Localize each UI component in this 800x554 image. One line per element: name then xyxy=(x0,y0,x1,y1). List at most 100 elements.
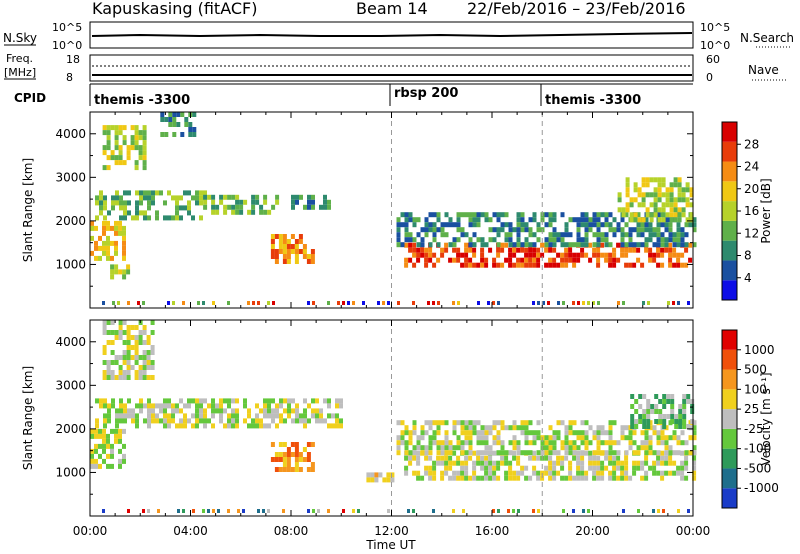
echo-cell xyxy=(404,222,409,228)
echo-cell xyxy=(653,197,658,203)
echo-cell xyxy=(102,150,107,156)
echo-cell xyxy=(98,443,102,449)
echo-cell xyxy=(227,301,230,305)
echo-cell xyxy=(106,235,110,241)
echo-cell xyxy=(298,457,303,462)
echo-cell xyxy=(682,399,687,404)
echo-cell xyxy=(396,227,401,233)
echo-cell xyxy=(452,460,457,466)
echo-cell xyxy=(302,457,307,462)
echo-cell xyxy=(106,320,111,325)
echo-cell xyxy=(147,418,151,424)
echo-cell xyxy=(183,413,187,419)
echo-cell xyxy=(544,440,549,446)
echo-cell xyxy=(408,440,413,446)
echo-cell xyxy=(416,435,421,441)
echo-cell xyxy=(118,463,122,469)
echo-cell xyxy=(319,418,323,424)
echo-cell xyxy=(291,418,295,424)
echo-cell xyxy=(420,475,425,481)
echo-cell xyxy=(436,217,441,223)
echo-cell xyxy=(231,204,236,210)
colorbar-swatch xyxy=(722,330,737,350)
echo-cell xyxy=(496,450,501,456)
echo-cell xyxy=(676,440,681,446)
echo-cell xyxy=(577,301,580,305)
echo-cell xyxy=(512,227,517,233)
echo-cell xyxy=(227,398,231,404)
echo-cell xyxy=(644,237,649,243)
echo-cell xyxy=(492,227,497,233)
echo-cell xyxy=(668,435,673,441)
echo-cell xyxy=(548,425,553,431)
echo-cell xyxy=(271,418,275,424)
echo-cell xyxy=(564,252,569,258)
echo-cell xyxy=(95,215,99,221)
echo-cell xyxy=(464,430,469,436)
echo-cell xyxy=(516,440,521,446)
echo-cell xyxy=(528,232,533,238)
echo-cell xyxy=(524,440,529,446)
echo-cell xyxy=(564,262,569,268)
echo-cell xyxy=(484,465,489,471)
echo-cell xyxy=(620,247,625,253)
echo-cell xyxy=(310,254,315,259)
echo-cell xyxy=(118,230,122,236)
echo-cell xyxy=(682,409,687,414)
echo-cell xyxy=(468,440,473,446)
echo-cell xyxy=(649,202,654,208)
echo-cell xyxy=(235,413,239,419)
echo-cell xyxy=(684,440,689,446)
echo-cell xyxy=(660,242,665,248)
echo-cell xyxy=(432,252,437,258)
echo-cell xyxy=(291,408,295,414)
echo-cell xyxy=(608,445,613,451)
echo-cell xyxy=(670,414,675,419)
echo-cell xyxy=(660,430,665,436)
echo-cell xyxy=(600,252,605,258)
echo-cell xyxy=(596,460,601,466)
echo-cell xyxy=(652,232,657,238)
echo-cell xyxy=(106,220,110,226)
echo-cell xyxy=(171,413,175,419)
echo-cell xyxy=(564,440,569,446)
echo-cell xyxy=(596,425,601,431)
echo-cell xyxy=(396,435,401,441)
echo-cell xyxy=(282,462,287,467)
echo-cell xyxy=(641,217,646,223)
echo-cell xyxy=(684,232,689,238)
echo-cell xyxy=(106,225,110,231)
echo-cell xyxy=(98,428,102,434)
echo-cell xyxy=(608,420,613,426)
echo-cell xyxy=(484,262,489,268)
nsky-tick-high: 10^5 xyxy=(52,21,82,34)
echo-cell xyxy=(448,475,453,481)
y-tick-label: 4000 xyxy=(55,335,86,349)
echo-cell xyxy=(488,445,493,451)
echo-cell xyxy=(270,254,275,259)
echo-cell xyxy=(307,301,310,305)
echo-cell xyxy=(528,217,533,223)
echo-cell xyxy=(259,418,263,424)
echo-cell xyxy=(528,262,533,268)
echo-cell xyxy=(661,207,666,213)
colorbar-tick-label: 28 xyxy=(744,137,759,151)
echo-cell xyxy=(600,470,605,476)
echo-cells xyxy=(90,112,697,305)
echo-cell xyxy=(468,242,473,248)
echo-cell xyxy=(492,450,497,456)
echo-cell xyxy=(134,160,139,166)
echo-cell xyxy=(139,195,143,201)
echo-cell xyxy=(119,398,123,404)
echo-cell xyxy=(596,465,601,471)
echo-cell xyxy=(674,419,679,424)
echo-cell xyxy=(636,222,641,228)
echo-cell xyxy=(480,475,485,481)
echo-cell xyxy=(692,460,697,466)
echo-cell xyxy=(191,413,195,419)
colorbar-swatch xyxy=(722,349,737,370)
echo-cell xyxy=(492,237,497,243)
echo-cell xyxy=(604,257,609,263)
echo-cell xyxy=(197,301,200,305)
